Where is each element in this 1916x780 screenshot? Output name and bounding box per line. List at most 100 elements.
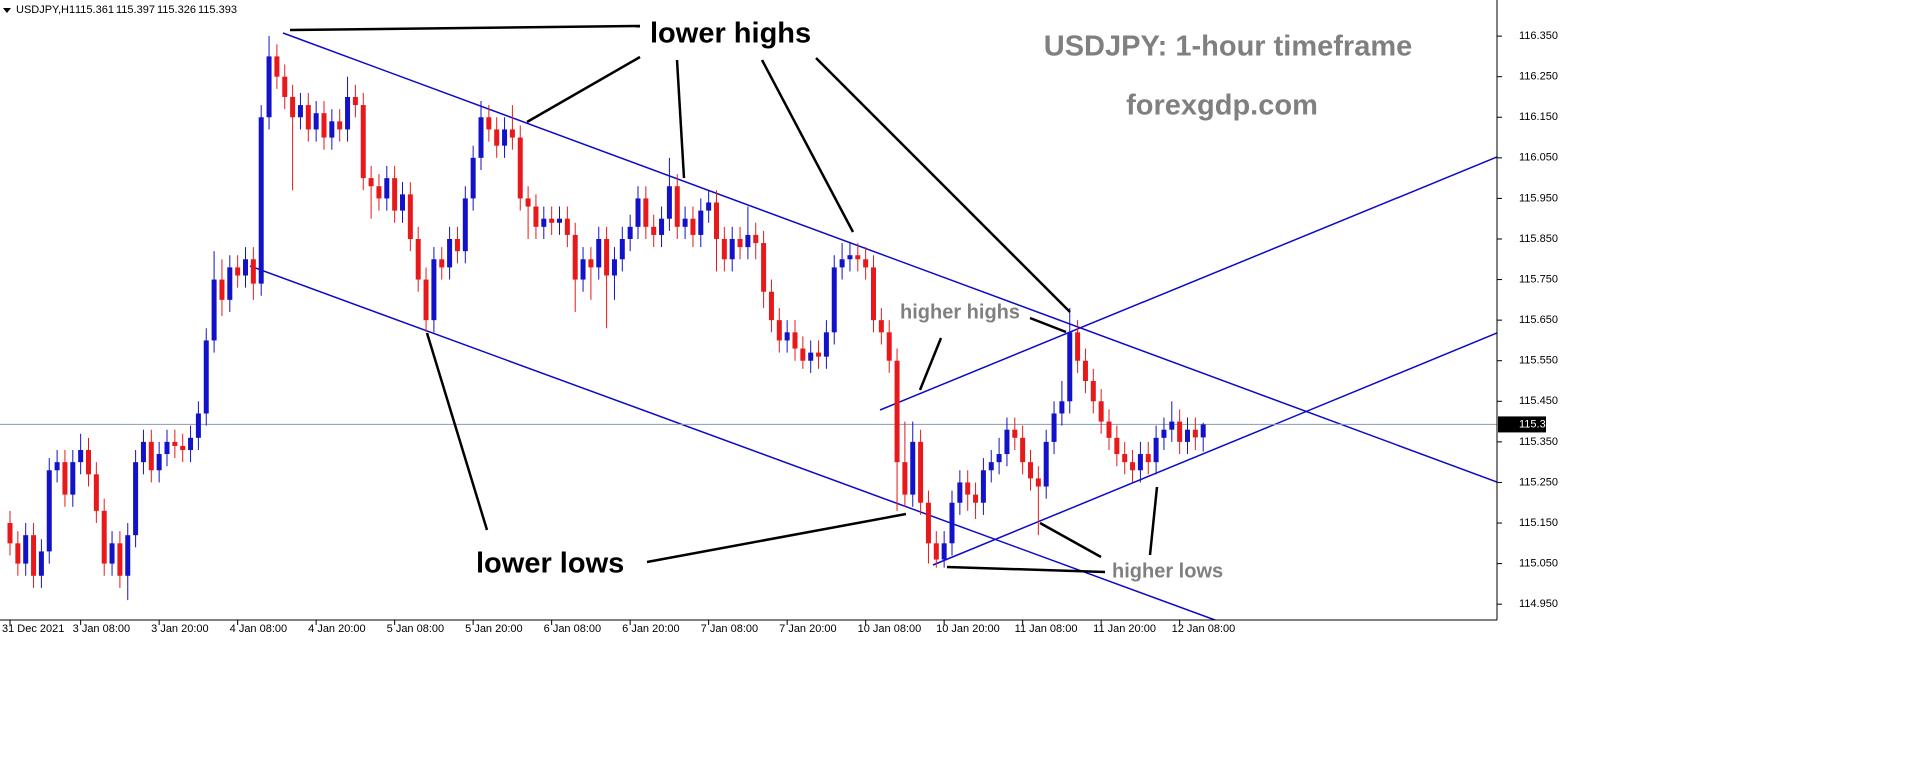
chart-subtitle: forexgdp.com [1126, 90, 1318, 122]
candle-body [54, 462, 60, 471]
candle-body [604, 238, 610, 276]
candle-body [219, 279, 225, 300]
candle-body [502, 129, 508, 146]
candle-body [70, 462, 76, 495]
candle-body [290, 96, 296, 118]
candle-body [894, 360, 900, 463]
arrow [1029, 316, 1067, 334]
y-tick-label: 114.950 [1519, 598, 1558, 610]
candle-body [117, 543, 123, 576]
candle-body [1090, 381, 1096, 402]
x-tick-label: 11 Jan 08:00 [1015, 623, 1078, 635]
candle-body [282, 76, 288, 97]
y-tick-label: 115.850 [1519, 233, 1558, 245]
candle-body [1098, 401, 1104, 422]
candle-body [1004, 429, 1010, 455]
candle-body [431, 259, 437, 321]
candle-body [1028, 462, 1033, 479]
candle-body [250, 259, 256, 284]
candle-body [949, 502, 955, 544]
candle-body [918, 441, 924, 503]
y-tick-label: 115.550 [1519, 355, 1558, 367]
candle-body [243, 259, 248, 276]
candle-body [423, 279, 429, 321]
candle-body [478, 117, 484, 158]
candle-body [1114, 437, 1120, 455]
candle-body [784, 332, 790, 341]
price-label: 115.393 [1519, 418, 1558, 430]
candle-body [1137, 454, 1143, 471]
y-tick-label: 116.150 [1519, 111, 1558, 123]
candle-body [659, 218, 665, 235]
candle-body [682, 218, 688, 227]
candle-body [1020, 437, 1026, 463]
candle-body [753, 234, 759, 244]
candle-body [1200, 424, 1206, 438]
candle-body [1130, 462, 1136, 471]
candle-body [188, 437, 194, 450]
arrow [646, 512, 907, 564]
candle-body [211, 279, 217, 341]
y-tick-label: 116.350 [1519, 30, 1558, 42]
candle-body [776, 320, 782, 341]
y-tick-label: 115.950 [1519, 192, 1558, 204]
candle-body [965, 482, 971, 495]
x-tick-label: 5 Jan 20:00 [465, 623, 523, 635]
y-tick-label: 116.250 [1519, 71, 1558, 83]
candle-body [313, 113, 319, 130]
candle-body [1185, 429, 1190, 442]
y-tick-label: 115.250 [1519, 476, 1558, 488]
x-tick-label: 6 Jan 20:00 [622, 623, 680, 635]
candle-body [86, 449, 91, 475]
x-tick-label: 7 Jan 20:00 [779, 623, 837, 635]
candle-body [980, 470, 986, 503]
candle-body [133, 462, 139, 536]
arrow [1148, 486, 1159, 556]
candle-body [1043, 441, 1049, 487]
candle-body [1145, 454, 1151, 463]
candle-body [7, 523, 13, 544]
candle-body [1075, 332, 1081, 361]
candle-body [31, 535, 37, 576]
candle-body [101, 510, 107, 564]
candle-body [345, 96, 351, 130]
candle-body [910, 441, 916, 495]
x-tick-label: 4 Jan 20:00 [308, 623, 366, 635]
candle-body [714, 202, 719, 239]
y-tick-label: 115.050 [1519, 558, 1558, 570]
price-label-box [1498, 416, 1546, 433]
y-tick-label: 115.750 [1519, 273, 1558, 285]
candle-body [148, 441, 154, 471]
candle-body [729, 238, 735, 260]
candle-body [46, 470, 52, 552]
x-tick-label: 5 Jan 08:00 [387, 623, 445, 635]
candle-body [400, 194, 405, 211]
candles [7, 36, 1206, 601]
candle-body [564, 218, 570, 235]
candle-body [23, 535, 29, 564]
candle-body [957, 482, 963, 503]
candle-body [486, 117, 492, 130]
arrow [425, 332, 489, 531]
x-tick-label: 7 Jan 08:00 [701, 623, 759, 635]
x-tick-label: 11 Jan 20:00 [1093, 623, 1156, 635]
x-tick-label: 10 Jan 20:00 [936, 623, 1000, 635]
candle-body [15, 543, 21, 564]
candle-body [996, 454, 1002, 463]
candle-body [698, 210, 704, 235]
candle-body [768, 291, 774, 321]
candle-body [831, 267, 837, 333]
candle-body [470, 157, 476, 199]
candle-body [1177, 421, 1183, 442]
candle-body [635, 198, 641, 227]
candle-body [557, 218, 562, 223]
candle-body [352, 96, 358, 106]
annotation: lower highs [650, 18, 811, 50]
arrow [918, 337, 943, 391]
candle-body [823, 332, 829, 357]
x-tick-label: 3 Jan 08:00 [73, 623, 130, 635]
candle-body [203, 340, 209, 414]
candle-body [933, 543, 939, 560]
candle-body [902, 462, 908, 495]
